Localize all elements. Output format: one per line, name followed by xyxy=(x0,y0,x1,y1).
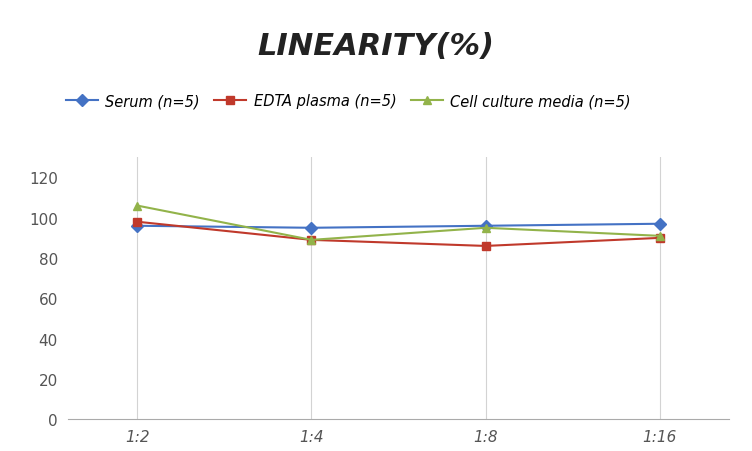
Line: Cell culture media (n=5): Cell culture media (n=5) xyxy=(133,202,664,244)
Line: Serum (n=5): Serum (n=5) xyxy=(133,220,664,232)
Legend: Serum (n=5), EDTA plasma (n=5), Cell culture media (n=5): Serum (n=5), EDTA plasma (n=5), Cell cul… xyxy=(60,88,637,115)
EDTA plasma (n=5) xyxy=(481,244,490,249)
Serum (n=5) xyxy=(307,226,316,231)
Cell culture media (n=5) xyxy=(307,238,316,243)
Serum (n=5) xyxy=(133,224,142,229)
Line: EDTA plasma (n=5): EDTA plasma (n=5) xyxy=(133,218,664,251)
Cell culture media (n=5) xyxy=(655,234,664,239)
Text: LINEARITY(%): LINEARITY(%) xyxy=(257,32,495,60)
EDTA plasma (n=5) xyxy=(133,220,142,225)
Cell culture media (n=5) xyxy=(481,226,490,231)
EDTA plasma (n=5) xyxy=(655,235,664,241)
Cell culture media (n=5) xyxy=(133,203,142,209)
EDTA plasma (n=5) xyxy=(307,238,316,243)
Serum (n=5) xyxy=(655,221,664,227)
Serum (n=5) xyxy=(481,224,490,229)
